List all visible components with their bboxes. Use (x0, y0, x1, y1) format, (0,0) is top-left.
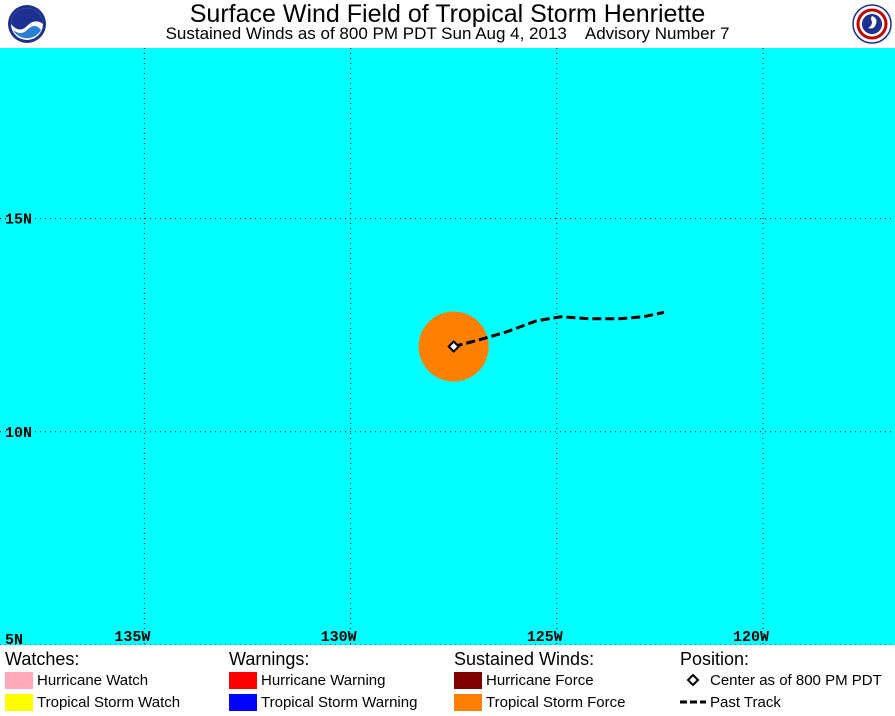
legend-hurricane-force: Hurricane Force (454, 671, 594, 689)
latitude-label: 15N (5, 212, 32, 229)
hurricane-force-swatch (454, 671, 482, 689)
nws-logo (852, 4, 892, 44)
tropical-storm-warning-swatch (229, 693, 257, 711)
legend-center: Center as of 800 PM PDT (680, 671, 882, 689)
latitude-label: 10N (5, 425, 32, 442)
legend-hurricane-watch: Hurricane Watch (5, 671, 148, 689)
tropical-storm-force-swatch (454, 693, 482, 711)
map-svg: 15N 10N 5N 135W 130W 125W 120W (0, 48, 895, 645)
legend-label: Hurricane Force (486, 671, 594, 689)
hurricane-watch-swatch (5, 671, 33, 689)
legend-label: Past Track (710, 693, 781, 711)
graticule (0, 48, 895, 645)
legend-warnings-heading: Warnings: (229, 649, 310, 669)
longitude-label: 130W (321, 629, 357, 645)
legend-watches-heading: Watches: (5, 649, 80, 669)
tropical-storm-watch-swatch (5, 693, 33, 711)
legend-label: Hurricane Warning (261, 671, 386, 689)
page-subtitle: Sustained Winds as of 800 PM PDT Sun Aug… (0, 24, 895, 44)
legend-hurricane-warning: Hurricane Warning (229, 671, 386, 689)
legend-tropical-storm-force: Tropical Storm Force (454, 693, 625, 711)
subtitle-advisory: Advisory Number 7 (584, 24, 730, 43)
past-track-line (453, 310, 665, 348)
legend-winds-heading: Sustained Winds: (454, 649, 595, 669)
legend-tropical-storm-watch: Tropical Storm Watch (5, 693, 180, 711)
legend-label: Center as of 800 PM PDT (710, 671, 882, 689)
header: Surface Wind Field of Tropical Storm Hen… (0, 0, 895, 48)
longitude-label: 120W (733, 629, 769, 645)
diamond-icon (686, 673, 700, 687)
subtitle-time: Sustained Winds as of 800 PM PDT Sun Aug… (165, 24, 567, 43)
storm-layer (418, 310, 665, 382)
legend-past-track: Past Track (680, 693, 781, 711)
legend-label: Hurricane Watch (37, 671, 149, 689)
legend-label: Tropical Storm Force (486, 693, 626, 711)
legend-label: Tropical Storm Watch (37, 693, 181, 711)
longitude-label: 125W (527, 629, 563, 645)
legend: Watches: Hurricane Watch Tropical Storm … (0, 645, 895, 716)
page-title: Surface Wind Field of Tropical Storm Hen… (189, 0, 706, 28)
legend-tropical-storm-warning: Tropical Storm Warning (229, 693, 417, 711)
legend-position-heading: Position: (680, 649, 750, 669)
longitude-label: 135W (114, 629, 150, 645)
dashed-line-icon (680, 700, 706, 704)
storm-center-marker (447, 340, 461, 353)
hurricane-warning-swatch (229, 671, 257, 689)
noaa-logo (7, 4, 47, 44)
map-area: 15N 10N 5N 135W 130W 125W 120W (0, 48, 895, 645)
latitude-label: 5N (5, 632, 23, 645)
legend-label: Tropical Storm Warning (261, 693, 418, 711)
coordinate-labels: 15N 10N 5N 135W 130W 125W 120W (5, 212, 769, 645)
